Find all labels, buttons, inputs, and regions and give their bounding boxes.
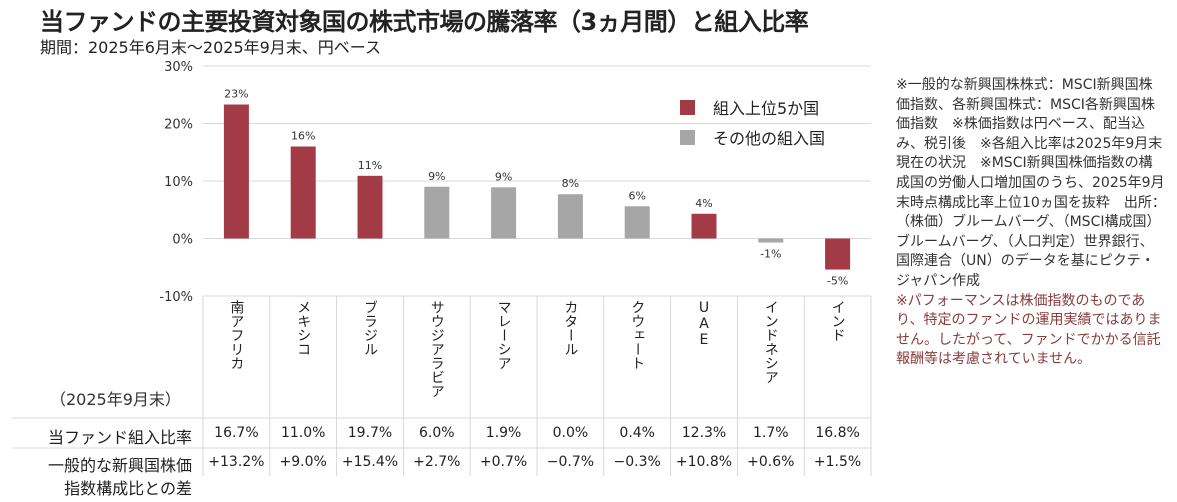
diff-cell-5: −0.7% (546, 454, 595, 470)
data-label-6: 6% (628, 189, 645, 202)
category-label-0: 南アフリカ (203, 300, 270, 412)
row-label-diff-line2: 指数構成比との差 (64, 479, 192, 498)
legend-label-other: その他の組入国 (713, 129, 826, 148)
category-label-1: メキシコ (270, 300, 337, 412)
bar-8 (758, 238, 784, 243)
category-text: ブラジル (361, 300, 378, 356)
category-label-6: クウェート (604, 300, 671, 412)
table-grid (12, 295, 872, 476)
y-tick-label: 0% (172, 233, 193, 248)
fund-weight-cell-1: 11.0% (280, 425, 326, 441)
data-label-2: 11% (358, 159, 382, 172)
category-label-7: UAE (671, 300, 738, 412)
row-label-fund-weight: 当ファンド組入比率 (47, 428, 192, 447)
bar-3 (424, 186, 450, 239)
diff-cell-4: +0.7% (479, 454, 528, 470)
row-label-diff-line1: 一般的な新興国株価 (47, 456, 192, 475)
category-label-8: インドネシア (737, 300, 804, 412)
category-text: カタール (562, 300, 579, 356)
category-label-9: インド (804, 300, 871, 412)
bar-1 (290, 146, 316, 239)
footnote-main: ※一般的な新興国株株式：MSCI新興国株価指数、各新興国株式：MSCI各新興国株… (896, 77, 1166, 289)
legend-label-top5: 組入上位5か国 (713, 99, 820, 118)
diff-cell-6: −0.3% (613, 454, 661, 470)
footnote-warning: ※パフォーマンスは株価指数のものであり、特定のファンドの運用実績ではありません。… (896, 292, 1162, 368)
y-tick-label: 20% (164, 118, 193, 133)
category-label-5: カタール (537, 300, 604, 412)
fund-weight-cell-9: 16.8% (815, 425, 860, 441)
diff-cell-7: +10.8% (675, 454, 733, 470)
bar-9 (825, 238, 851, 270)
fund-weight-cell-0: 16.7% (214, 425, 259, 441)
y-tick-label: 30% (164, 60, 193, 75)
category-label-4: マレーシア (470, 300, 537, 412)
legend-item-top5: 組入上位5か国 (680, 92, 825, 122)
diff-cell-2: +15.4% (341, 454, 399, 470)
legend-swatch-top5 (680, 99, 695, 115)
y-tick-label: 10% (164, 175, 193, 190)
bar-7 (691, 213, 717, 239)
data-label-3: 9% (428, 170, 445, 183)
bar-6 (624, 206, 650, 239)
fund-weight-cell-3: 6.0% (419, 425, 455, 441)
category-text: メキシコ (295, 300, 312, 356)
diff-cell-0: +13.2% (208, 454, 265, 470)
diff-cell-8: +0.6% (747, 454, 795, 470)
diff-cell-1: +9.0% (279, 454, 327, 470)
fund-weight-cell-5: 0.0% (552, 425, 589, 441)
category-text: インドネシア (762, 300, 779, 384)
data-label-5: 8% (562, 177, 579, 190)
data-label-1: 16% (291, 130, 315, 143)
data-label-8: -1% (760, 248, 781, 261)
y-tick-label: -10% (159, 290, 193, 305)
legend: 組入上位5か国 その他の組入国 (680, 92, 825, 152)
category-label-3: サウジアラビア (403, 300, 470, 412)
fund-weight-cell-7: 12.3% (681, 425, 727, 441)
data-label-7: 4% (695, 197, 712, 210)
data-label-9: -5% (827, 275, 848, 288)
data-labels: 23% 16% 11% 9% 9% 8% 6% 4% -1% -5% (224, 88, 848, 288)
fund-weight-cell-6: 0.4% (619, 425, 655, 441)
category-text: 南アフリカ (228, 300, 245, 370)
category-text: マレーシア (495, 300, 512, 370)
category-text: UAE (695, 300, 712, 348)
fund-weight-cell-2: 19.7% (347, 425, 393, 441)
chart-subtitle: 期間：2025年6月末～2025年9月末、円ベース (40, 38, 381, 57)
diff-cell-3: +2.7% (413, 454, 461, 470)
bar-4 (491, 187, 517, 239)
fund-weight-cell-8: 1.7% (753, 425, 789, 441)
footnotes: ※一般的な新興国株株式：MSCI新興国株価指数、各新興国株式：MSCI各新興国株… (896, 76, 1166, 370)
bar-5 (557, 194, 583, 239)
legend-swatch-other (680, 129, 695, 145)
data-label-0: 23% (224, 88, 248, 101)
legend-item-other: その他の組入国 (680, 122, 825, 152)
as-of-label: （2025年9月末） (50, 390, 181, 409)
data-label-4: 9% (495, 170, 512, 183)
bar-2 (357, 175, 383, 239)
bar-0 (223, 104, 249, 239)
diff-cell-9: +1.5% (813, 454, 862, 470)
bars (223, 104, 851, 270)
category-text: インド (829, 300, 846, 342)
category-text: クウェート (629, 300, 646, 370)
fund-weight-cell-4: 1.9% (485, 425, 522, 441)
category-text: サウジアラビア (428, 300, 445, 398)
bar-chart: 30% 20% 10% 0% -10% 23% 16% 11% 9% 9% 8% 6% 4% -1% -5… (12, 60, 872, 476)
chart-title: 当ファンドの主要投資対象国の株式市場の騰落率（3ヵ月間）と組入比率 (40, 8, 809, 36)
y-axis-ticks: 30% 20% 10% 0% -10% (159, 60, 193, 305)
category-label-2: ブラジル (337, 300, 404, 412)
